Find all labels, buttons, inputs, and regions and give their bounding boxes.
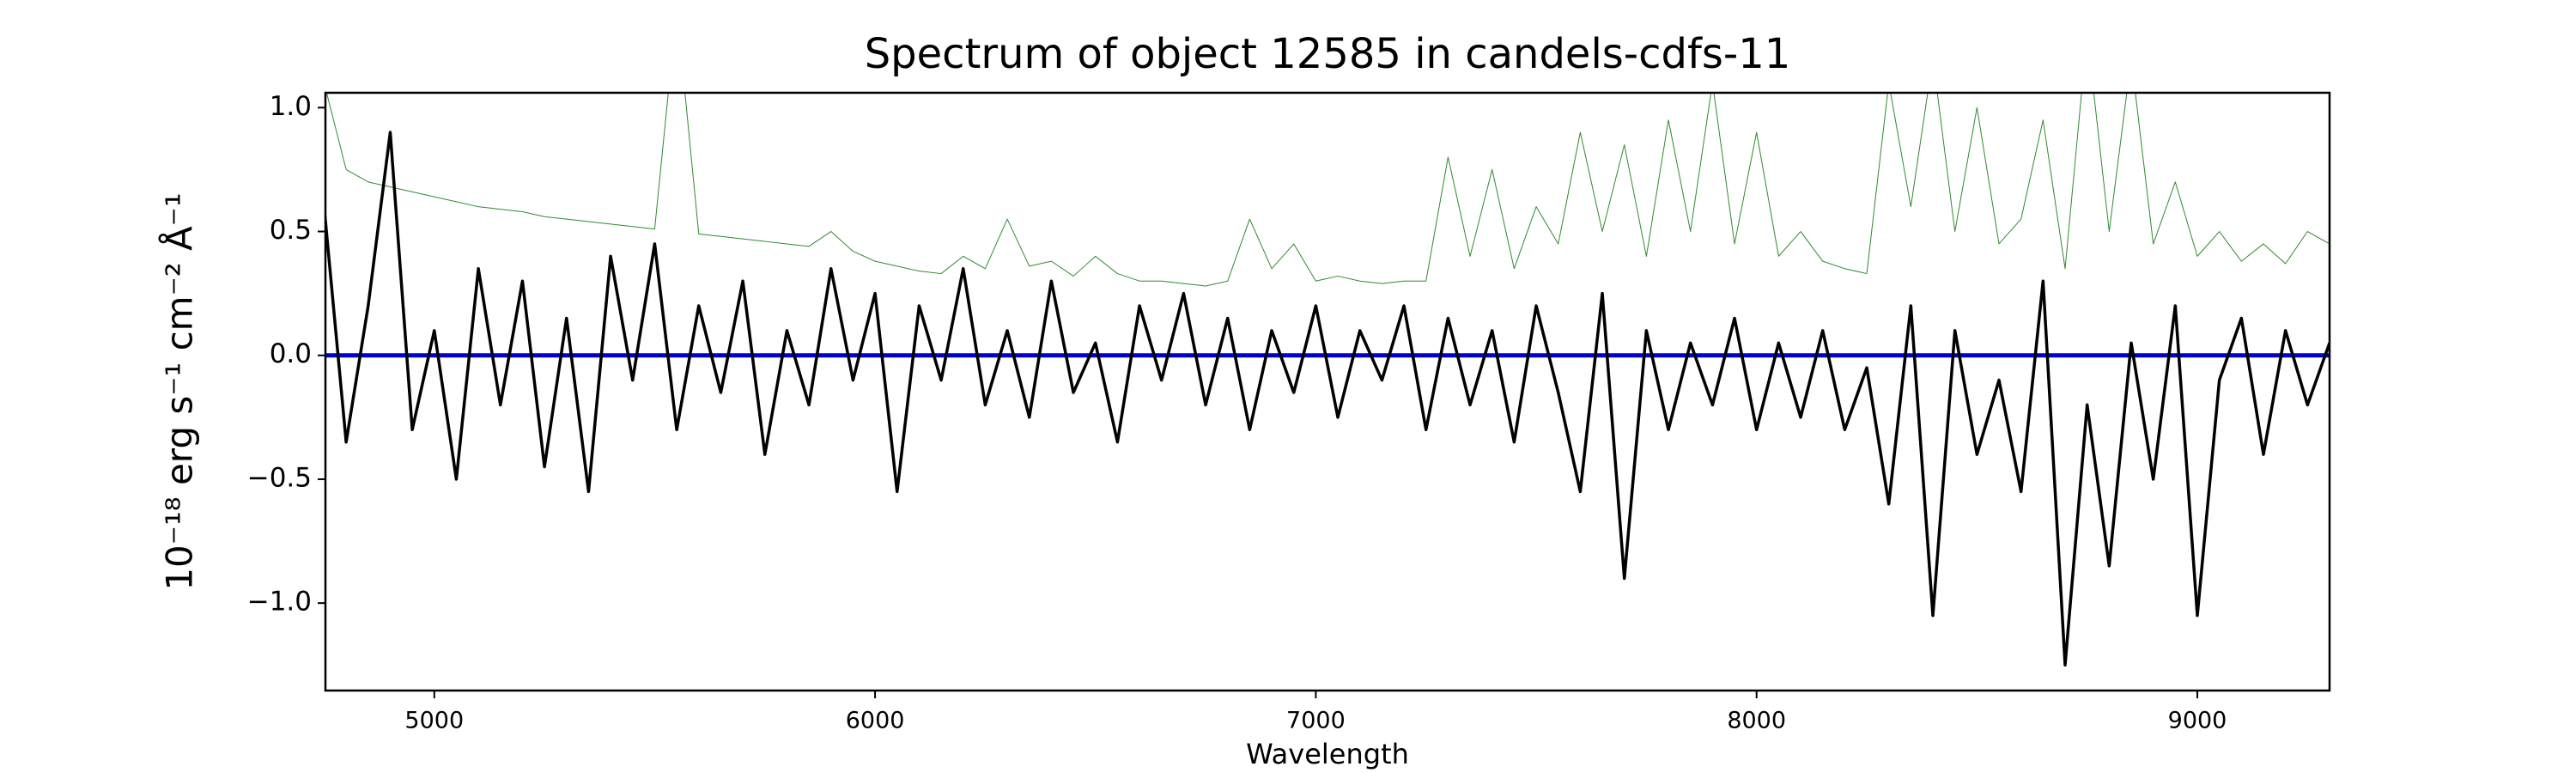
y-tick-label: −1.0: [247, 587, 312, 618]
chart-title: Spectrum of object 12585 in candels-cdfs…: [865, 30, 1791, 78]
x-tick-label: 6000: [846, 708, 905, 734]
plot-area: [325, 93, 2330, 667]
x-tick-label: 5000: [404, 708, 464, 734]
y-axis-label: 10⁻¹⁸ erg s⁻¹ cm⁻² Å⁻¹: [158, 192, 201, 590]
spectrum-line: [325, 131, 2330, 667]
x-tick-label: 8000: [1727, 708, 1786, 734]
y-tick-label: 1.0: [270, 91, 312, 122]
axes-frame: [324, 91, 2331, 692]
y-tick-label: −0.5: [247, 462, 312, 493]
spectrum-line: [325, 93, 2330, 287]
y-tick-label: 0.0: [270, 338, 312, 369]
x-tick-label: 7000: [1286, 708, 1346, 734]
y-tick-label: 0.5: [270, 215, 312, 246]
x-axis-label: Wavelength: [1246, 738, 1409, 770]
x-tick-label: 9000: [2168, 708, 2227, 734]
